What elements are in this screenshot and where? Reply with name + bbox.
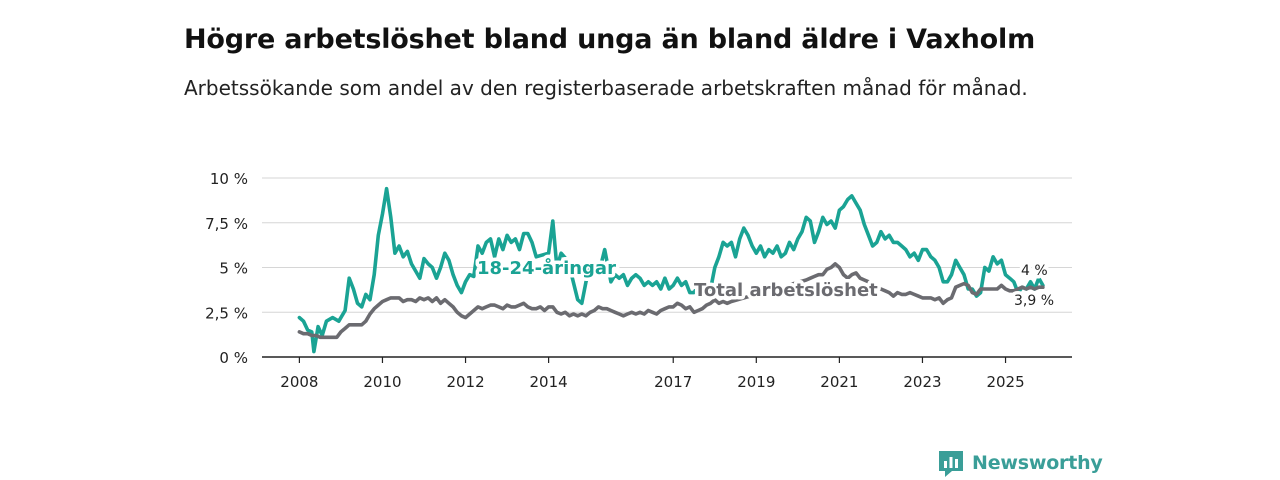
total-end-value-label-halo: 3,9 % bbox=[1014, 293, 1054, 309]
brand-name: Newsworthy bbox=[972, 452, 1103, 474]
series-lines bbox=[297, 186, 1045, 354]
chart-title: Högre arbetslöshet bland unga än bland ä… bbox=[184, 24, 1035, 56]
total-series-label: Total arbetslöshet bbox=[694, 280, 878, 301]
y-tick-label: 0 % bbox=[219, 349, 248, 367]
x-tick-label: 2017 bbox=[654, 373, 692, 391]
total-unemployment-line bbox=[297, 262, 1045, 340]
y-tick-label: 5 % bbox=[219, 260, 248, 278]
youth-unemployment-line bbox=[297, 186, 1045, 354]
x-tick-label: 2023 bbox=[903, 373, 941, 391]
youth-series-label: 18-24-åringar bbox=[477, 257, 616, 279]
axes: 0 % 2,5 % 5 % 7,5 % 10 % 2008 2010 2012 2014 2017… bbox=[205, 170, 1072, 391]
y-tick-label: 7,5 % bbox=[205, 215, 248, 233]
x-tick-label: 2010 bbox=[363, 373, 401, 391]
x-tick-label: 2019 bbox=[737, 373, 775, 391]
youth-end-value-label-halo: 4 % bbox=[1021, 263, 1048, 279]
x-tick-label: 2021 bbox=[820, 373, 858, 391]
grid-lines bbox=[262, 177, 1072, 313]
y-tick-label: 10 % bbox=[210, 170, 248, 188]
total-end-value-label: 3,9 % bbox=[1014, 293, 1054, 309]
y-tick-label: 2,5 % bbox=[205, 304, 248, 322]
newsworthy-logo-icon bbox=[939, 451, 963, 477]
youth-series-label-halo: 18-24-åringar bbox=[477, 257, 616, 279]
youth-end-value-label: 4 % bbox=[1021, 263, 1048, 279]
line-chart: 0 % 2,5 % 5 % 7,5 % 10 % 2008 2010 2012 2014 2017… bbox=[205, 170, 1072, 391]
brand[interactable]: Newsworthy bbox=[936, 448, 1103, 478]
chart-subtitle: Arbetssökande som andel av den registerb… bbox=[184, 76, 1028, 100]
x-tick-label: 2008 bbox=[280, 373, 318, 391]
x-tick-label: 2025 bbox=[986, 373, 1024, 391]
x-tick-label: 2012 bbox=[446, 373, 484, 391]
total-series-label-halo: Total arbetslöshet bbox=[694, 280, 878, 301]
x-tick-label: 2014 bbox=[530, 373, 568, 391]
